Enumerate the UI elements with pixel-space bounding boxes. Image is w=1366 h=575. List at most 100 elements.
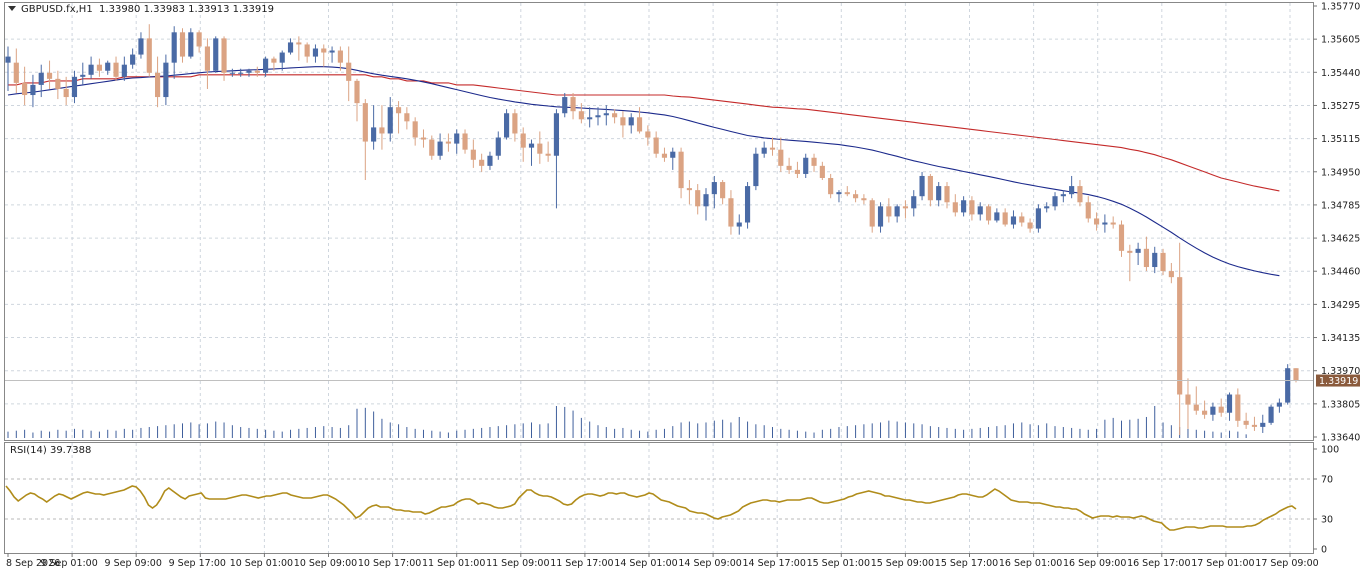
bullish-candle: [188, 32, 194, 57]
bearish-candle: [221, 38, 227, 73]
bullish-candle: [246, 70, 252, 73]
bearish-candle: [404, 113, 410, 122]
bullish-candle: [1102, 222, 1108, 225]
bullish-candle: [1285, 368, 1291, 403]
bearish-candle: [296, 42, 302, 45]
bearish-candle: [1177, 277, 1183, 395]
time-axis-label: 9 Sep 01:00: [40, 558, 97, 569]
bearish-candle: [412, 121, 418, 138]
bullish-candle: [911, 196, 917, 209]
bearish-candle: [1002, 212, 1008, 225]
bearish-candle: [204, 46, 211, 71]
current-price-label: 1.33919: [1319, 376, 1358, 387]
bullish-candle: [753, 153, 759, 187]
bullish-candle: [877, 206, 884, 227]
time-axis-label: 15 Sep 09:00: [871, 558, 934, 569]
bullish-candle: [1010, 216, 1017, 225]
bullish-candle: [994, 212, 1000, 221]
price-axis-label: 1.34625: [1321, 234, 1360, 245]
bullish-candle: [287, 42, 294, 53]
bearish-candle: [886, 206, 892, 217]
bearish-candle: [1143, 248, 1150, 268]
rsi-pane-frame: [4, 442, 1314, 554]
price-axis-label: 1.35440: [1321, 68, 1360, 79]
rsi-axis-label: 70: [1321, 475, 1333, 486]
time-axis-label: 15 Sep 01:00: [807, 558, 870, 569]
bearish-candle: [686, 188, 692, 191]
bearish-candle: [853, 194, 859, 199]
bearish-candle: [645, 131, 651, 138]
price-axis-label: 1.34785: [1321, 200, 1360, 211]
bullish-candle: [603, 113, 609, 116]
bullish-candle: [1268, 406, 1274, 423]
time-axis-label: 16 Sep 09:00: [1063, 558, 1126, 569]
bearish-candle: [470, 149, 476, 160]
bullish-candle: [1226, 394, 1233, 413]
bullish-candle: [836, 192, 842, 195]
bullish-candle: [936, 186, 942, 201]
bearish-candle: [1235, 394, 1241, 421]
bearish-candle: [728, 198, 734, 227]
bearish-candle: [952, 202, 958, 213]
time-axis-label: 11 Sep 09:00: [486, 558, 549, 569]
bullish-candle: [71, 76, 78, 98]
bullish-candle: [495, 137, 501, 156]
bullish-candle: [1060, 194, 1066, 197]
bullish-candle: [329, 50, 335, 53]
bearish-candle: [1110, 222, 1116, 225]
price-axis-label: 1.35275: [1321, 101, 1360, 112]
collapse-triangle-icon[interactable]: [8, 6, 16, 11]
bullish-candle: [553, 113, 560, 156]
bullish-candle: [761, 147, 767, 154]
bullish-candle: [528, 143, 535, 148]
bearish-candle: [902, 206, 909, 209]
bearish-candle: [578, 111, 584, 120]
bearish-candle: [636, 117, 643, 132]
bullish-candle: [595, 115, 601, 118]
bullish-candle: [628, 117, 634, 126]
time-axis-label: 9 Sep 09:00: [105, 558, 162, 569]
bullish-candle: [487, 155, 493, 166]
time-axis-label: 14 Sep 17:00: [742, 558, 805, 569]
bullish-candle: [88, 64, 94, 75]
current-price-tag: [1316, 374, 1360, 387]
bearish-candle: [13, 62, 19, 83]
rsi-axis-label: 100: [1321, 445, 1339, 456]
time-axis-label: 16 Sep 17:00: [1127, 558, 1190, 569]
bearish-candle: [520, 133, 526, 148]
bearish-candle: [794, 169, 800, 174]
bearish-candle: [786, 165, 792, 170]
bullish-candle: [105, 62, 111, 71]
bearish-candle: [778, 149, 784, 166]
bearish-candle: [1077, 186, 1083, 203]
bearish-candle: [96, 64, 102, 71]
bullish-candle: [171, 32, 177, 63]
bearish-candle: [869, 200, 875, 227]
bearish-candle: [1127, 250, 1133, 253]
bullish-candle: [670, 151, 676, 158]
bearish-candle: [620, 117, 626, 126]
bullish-candle: [1276, 402, 1282, 407]
bullish-candle: [229, 72, 235, 74]
time-axis-label: 15 Sep 17:00: [935, 558, 998, 569]
rsi-axis-label: 0: [1321, 545, 1327, 556]
time-axis-label: 10 Sep 01:00: [230, 558, 293, 569]
price-axis-label: 1.35115: [1321, 134, 1360, 145]
bearish-candle: [969, 200, 975, 215]
bearish-candle: [828, 177, 834, 195]
price-grid: [5, 38, 1313, 405]
time-axis-label: 14 Sep 01:00: [614, 558, 677, 569]
rsi-line: [5, 485, 1297, 531]
bearish-candle: [1085, 202, 1091, 219]
time-axis-label: 17 Sep 09:00: [1255, 558, 1318, 569]
bearish-candle: [1160, 252, 1166, 272]
bearish-candle: [769, 147, 776, 150]
rsi-header: RSI(14) 39.7388: [10, 445, 92, 456]
bullish-candle: [213, 38, 219, 71]
bullish-candle: [80, 74, 86, 77]
bullish-candle: [961, 200, 967, 213]
bearish-candle: [1027, 222, 1033, 229]
bearish-candle: [462, 133, 468, 150]
